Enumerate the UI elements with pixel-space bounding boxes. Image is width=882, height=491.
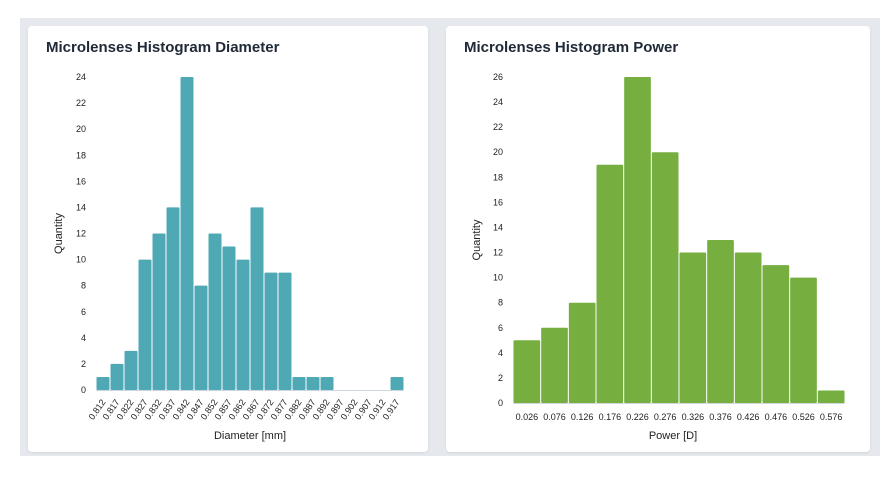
diameter-y-tick: 0 <box>81 385 86 395</box>
diameter-y-tick: 24 <box>76 72 86 82</box>
diameter-bar <box>320 376 334 390</box>
diameter-bar <box>208 233 222 390</box>
diameter-bar <box>180 77 194 390</box>
power-y-tick: 10 <box>493 273 503 283</box>
diameter-bar <box>166 207 180 390</box>
power-y-tick: 2 <box>498 373 503 383</box>
power-x-tick: 0.426 <box>737 412 760 422</box>
power-x-tick: 0.376 <box>709 412 732 422</box>
diameter-y-tick: 2 <box>81 359 86 369</box>
power-y-tick: 22 <box>493 122 503 132</box>
diameter-y-tick: 22 <box>76 98 86 108</box>
diameter-bar <box>152 233 166 390</box>
power-bar <box>596 164 624 403</box>
power-x-tick: 0.226 <box>626 412 649 422</box>
diameter-y-tick: 10 <box>76 255 86 265</box>
power-y-axis-label: Quantity <box>471 219 483 260</box>
diameter-bar <box>222 246 236 390</box>
diameter-y-tick: 12 <box>76 229 86 239</box>
power-bar <box>624 77 651 403</box>
diameter-bar <box>278 272 292 390</box>
power-x-tick: 0.576 <box>820 412 843 422</box>
diameter-bar <box>124 350 138 390</box>
diameter-y-tick: 4 <box>81 333 86 343</box>
power-y-tick: 18 <box>493 172 503 182</box>
power-bar <box>679 252 707 403</box>
diameter-bar <box>96 376 110 390</box>
power-x-tick: 0.476 <box>765 412 788 422</box>
diameter-bar <box>236 259 250 390</box>
power-x-tick: 0.076 <box>543 412 566 422</box>
diameter-bar <box>306 376 320 390</box>
diameter-y-tick: 8 <box>81 281 86 291</box>
power-x-tick: 0.026 <box>516 412 539 422</box>
power-y-tick: 4 <box>498 348 503 358</box>
power-y-tick: 14 <box>493 222 503 232</box>
diameter-y-tick: 18 <box>76 150 86 160</box>
diameter-y-tick: 16 <box>76 176 86 186</box>
power-bar <box>651 152 679 403</box>
diameter-bar <box>138 259 152 390</box>
diameter-histogram-chart: 0246810121416182022240.8120.8170.8220.82… <box>53 72 404 442</box>
power-y-tick: 0 <box>498 398 503 408</box>
diameter-y-tick: 14 <box>76 202 86 212</box>
power-y-tick: 8 <box>498 298 503 308</box>
diameter-y-tick: 20 <box>76 124 86 134</box>
power-y-tick: 6 <box>498 323 503 333</box>
power-chart-title: Microlenses Histogram Power <box>464 39 679 56</box>
power-bar <box>762 265 790 403</box>
diameter-histogram-card: Microlenses Histogram Diameter 0 2 4 6 8 10 12… <box>28 26 428 452</box>
diameter-x-axis-label: Diameter [mm] <box>214 430 286 442</box>
power-y-tick: 26 <box>493 72 503 82</box>
power-x-tick: 0.276 <box>654 412 677 422</box>
power-x-tick: 0.176 <box>599 412 622 422</box>
diameter-bar <box>110 363 124 390</box>
power-y-tick: 16 <box>493 197 503 207</box>
power-bar <box>513 340 541 403</box>
power-bar <box>541 327 568 403</box>
power-x-tick: 0.126 <box>571 412 594 422</box>
power-bar <box>790 277 817 403</box>
power-y-tick: 20 <box>493 147 503 157</box>
diameter-bar <box>264 272 278 390</box>
diameter-bar <box>390 376 404 390</box>
power-bar <box>734 252 762 403</box>
power-histogram-card: Microlenses Histogram Power 0 2 4 6 8 10 12 14 1… <box>446 26 870 452</box>
diameter-chart-title: Microlenses Histogram Diameter <box>46 39 280 56</box>
power-x-tick: 0.326 <box>682 412 705 422</box>
power-x-axis-label: Power [D] <box>649 430 697 442</box>
power-bar <box>568 302 596 403</box>
diameter-y-tick: 6 <box>81 307 86 317</box>
power-y-tick: 12 <box>493 248 503 258</box>
diameter-bar <box>292 376 306 390</box>
power-x-tick: 0.526 <box>792 412 815 422</box>
diameter-bar <box>194 285 208 390</box>
diameter-bar <box>250 207 264 390</box>
power-bar <box>817 390 845 403</box>
diameter-y-axis-label: Quantity <box>53 213 65 254</box>
power-bar <box>707 240 734 403</box>
power-y-tick: 24 <box>493 97 503 107</box>
